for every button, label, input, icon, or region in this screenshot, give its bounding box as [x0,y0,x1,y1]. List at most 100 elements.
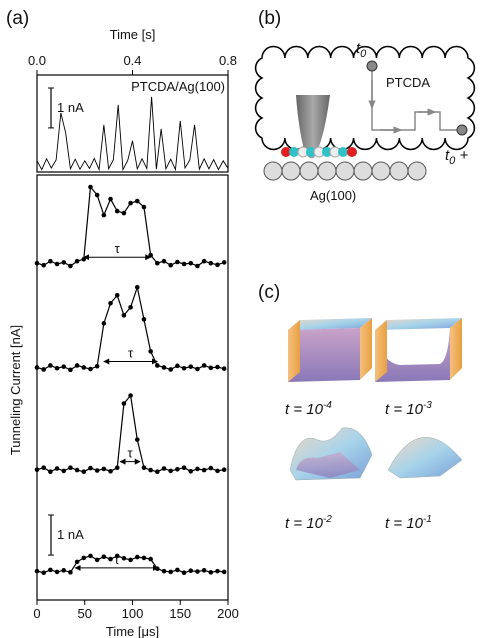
data-point [221,366,227,371]
end-point [456,124,468,136]
data-point [195,366,200,372]
data-point [155,469,160,474]
diagram-b: t0 PTCDA t0 + Ag(100) [254,40,476,203]
data-point [121,401,127,406]
data-point [161,568,167,574]
data-point [101,212,107,218]
data-point [161,258,167,264]
data-point [68,367,73,373]
data-point [34,260,40,266]
data-point [114,553,120,559]
data-point [68,465,73,470]
data-point [121,210,127,216]
data-point [94,192,100,198]
data-line [36,185,225,267]
data-point [74,363,80,368]
x-axis-label: Time [s] [110,27,156,42]
data-point [188,364,194,369]
data-point [108,196,113,202]
x-axis-label: Time [μs] [106,624,159,638]
data-point [94,557,100,563]
data-point [81,555,87,561]
data-point [121,313,127,318]
data-point [61,568,67,573]
data-point [88,553,93,559]
data-point [81,469,87,474]
molecule-label: PTCDA [386,75,430,90]
panel-label: (b) [258,8,281,29]
data-point [94,363,100,369]
data-point [208,570,214,575]
data-point [215,262,220,268]
data-point [128,557,133,563]
snapshot-caption: t = 10-4 [285,400,332,418]
data-point [215,364,220,370]
end-label: t0 + [445,147,468,167]
data-point [141,465,147,470]
data-point [108,468,113,474]
data-point [68,263,73,269]
start-label: t0 [356,40,367,60]
data-point [128,393,133,398]
data-point [94,468,100,473]
data-point [48,469,53,474]
data-point [88,366,93,372]
data-point [141,204,147,210]
data-point [114,208,120,214]
data-line [36,96,229,172]
data-point [74,467,80,473]
data-point [74,559,80,565]
x-tick-label: 200 [217,606,239,621]
data-point [161,365,167,370]
data-point [181,465,187,470]
cloud [254,45,476,151]
data-point [88,184,93,190]
trajectory [371,66,461,131]
data-point [61,364,67,369]
x-tick-label: 150 [169,606,191,621]
data-point [141,555,147,561]
data-point [61,260,67,265]
data-point [168,262,173,268]
data-point [195,263,200,269]
data-point [48,258,53,264]
data-point [54,569,60,575]
tau-label: τ [128,345,134,360]
data-point [201,568,207,573]
data-point [168,468,173,474]
panel-label: (a) [6,8,29,29]
annotation: PTCDA/Ag(100) [131,79,225,94]
substrate-atoms [263,161,427,181]
x-tick-label: 0.4 [123,53,141,68]
data-point [88,465,93,471]
data-point [108,301,113,306]
data-point [81,365,87,370]
x-tick-label: 0.0 [28,53,46,68]
data-point [181,261,187,267]
data-point [175,363,180,369]
data-point [68,570,73,575]
data-point [148,467,153,473]
data-point [54,365,60,371]
tau-label: τ [114,552,120,567]
tau-label: τ [115,241,121,256]
data-point [195,569,200,574]
data-point [181,365,187,371]
data-point [148,556,153,562]
data-point [201,258,207,264]
data-point [175,259,180,265]
data-point [148,349,153,354]
data-point [41,465,46,470]
data-point [108,556,113,562]
tau-label: τ [128,446,134,461]
data-point [188,568,194,574]
tip [296,95,330,159]
surface [288,318,372,382]
data-point [128,200,133,206]
data-point [101,554,107,559]
molecule [281,146,357,158]
start-point [366,60,378,72]
data-point [141,317,147,322]
substrate-label: Ag(100) [310,188,356,203]
data-point [101,466,107,472]
